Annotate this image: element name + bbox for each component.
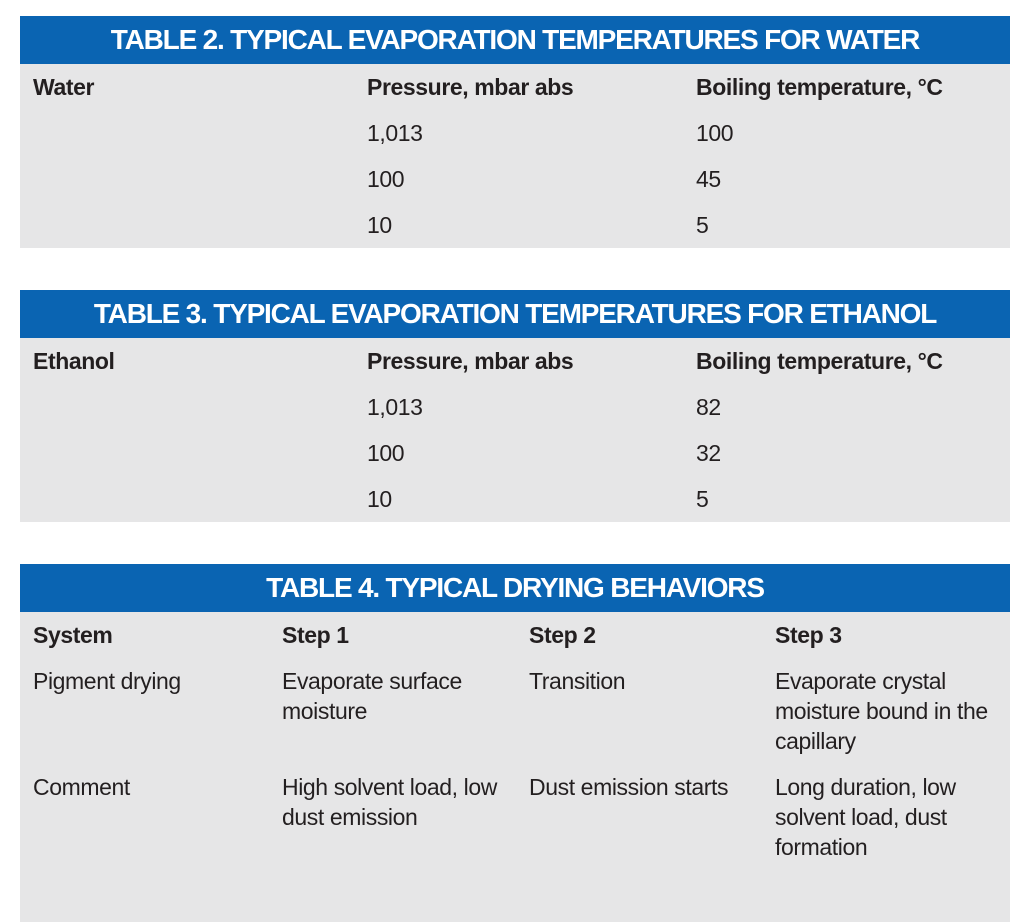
column-header: Pressure, mbar abs <box>367 74 574 100</box>
temperature-cell: 100 <box>696 120 734 146</box>
table-3: TABLE 3. TYPICAL EVAPORATION TEMPERATURE… <box>20 290 1010 522</box>
system-cell: Pigment drying <box>33 668 181 694</box>
column-header: Boiling temperature, °C <box>696 348 943 374</box>
column-header: Pressure, mbar abs <box>367 348 574 374</box>
step-1-cell: High solvent load, low dust emission <box>282 774 497 830</box>
table-4: TABLE 4. TYPICAL DRYING BEHAVIORS System… <box>20 564 1010 922</box>
table-4-title: TABLE 4. TYPICAL DRYING BEHAVIORS <box>20 564 1010 612</box>
column-header: Step 3 <box>775 622 842 648</box>
column-header: Step 2 <box>529 622 596 648</box>
pressure-cell: 10 <box>367 212 392 238</box>
table-2: TABLE 2. TYPICAL EVAPORATION TEMPERATURE… <box>20 16 1010 248</box>
pressure-cell: 100 <box>367 440 405 466</box>
pressure-cell: 1,013 <box>367 394 423 420</box>
step-3-cell: Evaporate crystal moisture bound in the … <box>775 668 988 754</box>
temperature-cell: 5 <box>696 212 709 238</box>
column-header: Step 1 <box>282 622 349 648</box>
temperature-cell: 45 <box>696 166 721 192</box>
pressure-cell: 10 <box>367 486 392 512</box>
column-header: Boiling temperature, °C <box>696 74 943 100</box>
pressure-cell: 1,013 <box>367 120 423 146</box>
temperature-cell: 82 <box>696 394 721 420</box>
column-header: System <box>33 622 113 648</box>
column-header: Ethanol <box>33 348 115 374</box>
step-1-cell: Evaporate surface moisture <box>282 668 462 724</box>
step-2-cell: Transition <box>529 668 626 694</box>
table-2-title: TABLE 2. TYPICAL EVAPORATION TEMPERATURE… <box>20 16 1010 64</box>
table-3-title: TABLE 3. TYPICAL EVAPORATION TEMPERATURE… <box>20 290 1010 338</box>
pressure-cell: 100 <box>367 166 405 192</box>
column-header: Water <box>33 74 95 100</box>
temperature-cell: 5 <box>696 486 709 512</box>
step-2-cell: Dust emission starts <box>529 774 729 800</box>
temperature-cell: 32 <box>696 440 721 466</box>
step-3-cell: Long duration, low solvent load, dust fo… <box>775 774 956 860</box>
system-cell: Comment <box>33 774 130 800</box>
